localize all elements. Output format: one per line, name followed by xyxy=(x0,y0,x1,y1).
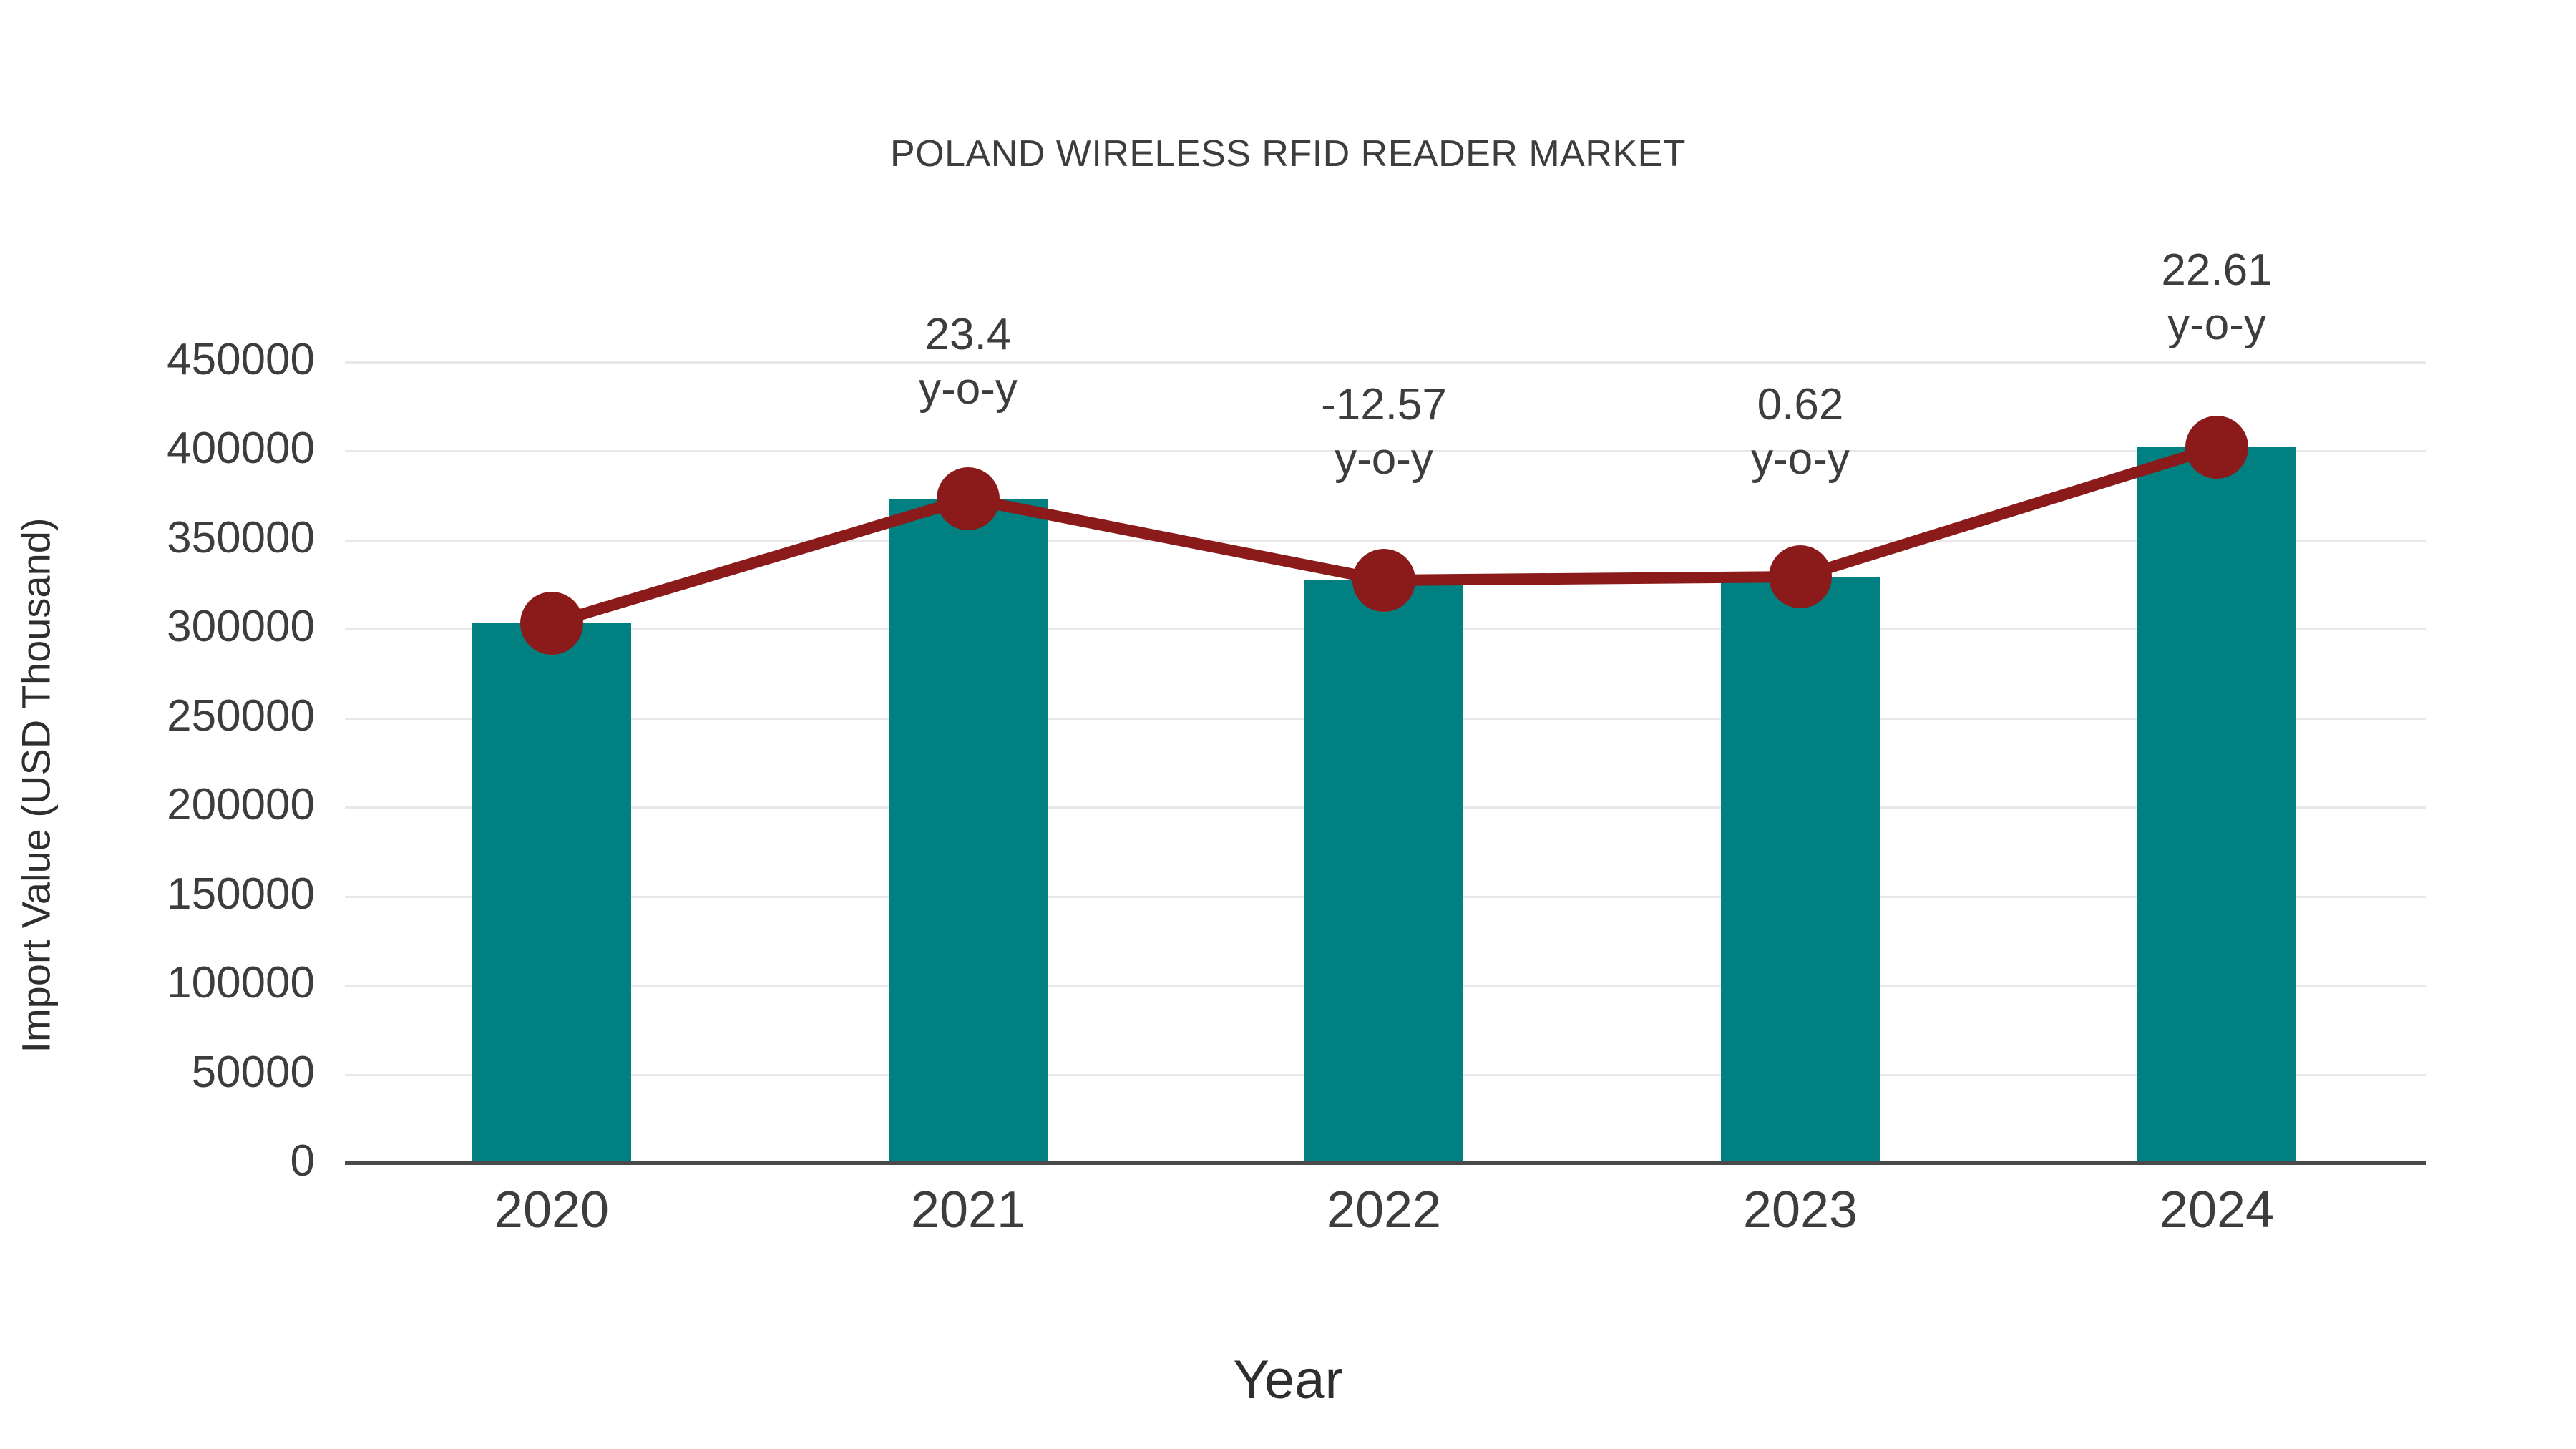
annotation-2022-value: -12.57 xyxy=(1321,380,1447,429)
y-tick-100000: 100000 xyxy=(167,958,315,1008)
bar-2021[interactable] xyxy=(889,499,1048,1163)
y-tick-0: 0 xyxy=(290,1136,315,1186)
y-axis-ticks: 450000 400000 350000 300000 250000 20000… xyxy=(0,0,315,1449)
y-tick-250000: 250000 xyxy=(167,691,315,741)
annotation-2023-unit: y-o-y xyxy=(1751,434,1850,484)
x-axis-title: Year xyxy=(1233,1350,1343,1410)
annotation-2022: -12.57 y-o-y xyxy=(1184,378,1584,486)
annotation-2024-value: 22.61 xyxy=(2161,245,2273,295)
x-axis-line xyxy=(345,1161,2426,1165)
y-tick-200000: 200000 xyxy=(167,780,315,829)
chart-title: POLAND WIRELESS RFID READER MARKET xyxy=(889,133,1687,175)
bar-2020[interactable] xyxy=(472,623,631,1163)
annotation-2024: 22.61 y-o-y xyxy=(2016,243,2417,351)
bar-2024[interactable] xyxy=(2137,447,2296,1163)
annotation-2021-value: 23.4 xyxy=(924,310,1012,359)
annotation-2022-unit: y-o-y xyxy=(1335,434,1433,484)
bar-2023[interactable] xyxy=(1721,577,1880,1163)
x-tick-2020: 2020 xyxy=(494,1181,610,1239)
x-tick-2024: 2024 xyxy=(2159,1181,2275,1239)
y-tick-400000: 400000 xyxy=(167,424,315,473)
y-tick-350000: 350000 xyxy=(167,513,315,562)
y-tick-450000: 450000 xyxy=(167,335,315,384)
annotation-2021-unit: y-o-y xyxy=(919,364,1018,414)
x-tick-2023: 2023 xyxy=(1742,1181,1858,1239)
gridline-450000 xyxy=(345,361,2426,364)
gridline-350000 xyxy=(345,539,2426,542)
annotation-2023: 0.62 y-o-y xyxy=(1600,378,2001,486)
plot-area xyxy=(345,361,2426,1163)
y-tick-50000: 50000 xyxy=(191,1048,315,1097)
x-tick-2022: 2022 xyxy=(1326,1181,1442,1239)
y-tick-300000: 300000 xyxy=(167,602,315,651)
annotation-2023-value: 0.62 xyxy=(1757,380,1844,429)
annotation-2021: 23.4 y-o-y xyxy=(768,308,1169,416)
bar-2022[interactable] xyxy=(1304,580,1463,1163)
x-tick-2021: 2021 xyxy=(910,1181,1026,1239)
y-tick-150000: 150000 xyxy=(167,869,315,919)
annotation-2024-unit: y-o-y xyxy=(2167,299,2266,349)
